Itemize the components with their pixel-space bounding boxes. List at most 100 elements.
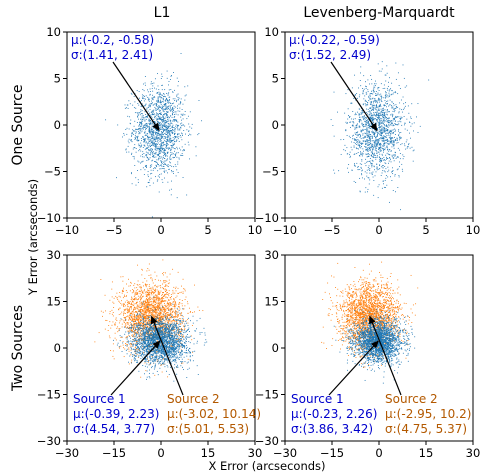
- data-point: [177, 308, 179, 310]
- data-point: [159, 313, 161, 315]
- data-point: [146, 311, 148, 312]
- data-point: [406, 139, 408, 141]
- data-point: [105, 119, 107, 121]
- data-point: [164, 104, 166, 106]
- data-point: [155, 167, 157, 169]
- data-point: [148, 263, 150, 265]
- data-point: [385, 132, 387, 134]
- data-point: [143, 117, 145, 119]
- data-point: [371, 153, 373, 155]
- data-point: [166, 151, 168, 153]
- data-point: [393, 160, 395, 162]
- data-point: [409, 122, 411, 123]
- data-point: [156, 334, 158, 336]
- data-point: [163, 326, 165, 328]
- data-point: [161, 301, 163, 303]
- data-point: [353, 122, 355, 124]
- data-point: [144, 145, 146, 147]
- data-point: [140, 304, 142, 306]
- data-point: [165, 108, 167, 110]
- data-point: [166, 305, 168, 307]
- data-point: [131, 141, 133, 143]
- data-point: [157, 96, 159, 98]
- data-point: [390, 141, 392, 143]
- data-point: [367, 79, 369, 81]
- data-point: [151, 140, 153, 142]
- data-point: [125, 323, 127, 325]
- data-point: [391, 141, 392, 142]
- data-point: [131, 301, 133, 302]
- data-point: [164, 300, 166, 302]
- data-point: [126, 151, 128, 153]
- data-point: [366, 135, 368, 137]
- data-point: [174, 136, 176, 138]
- data-point: [130, 318, 132, 320]
- data-point: [364, 118, 366, 119]
- data-point: [131, 359, 133, 361]
- data-point: [175, 312, 177, 314]
- data-point: [382, 180, 384, 182]
- data-point: [151, 129, 153, 131]
- data-point: [364, 120, 366, 122]
- data-point: [167, 138, 169, 140]
- data-point: [368, 126, 370, 128]
- data-point: [372, 108, 374, 110]
- data-point: [179, 103, 181, 105]
- data-point: [166, 153, 168, 155]
- data-point: [384, 149, 386, 151]
- data-point: [137, 299, 138, 301]
- data-point: [131, 134, 133, 136]
- data-point: [367, 121, 369, 123]
- data-point: [165, 127, 167, 129]
- data-point: [353, 145, 355, 147]
- data-point: [386, 101, 388, 102]
- data-point: [167, 172, 168, 174]
- data-point: [158, 351, 159, 352]
- data-point: [141, 268, 143, 270]
- data-point: [123, 356, 125, 358]
- data-point: [149, 315, 151, 317]
- data-point: [370, 93, 372, 95]
- data-point: [156, 180, 158, 182]
- data-point: [168, 148, 170, 150]
- data-point: [375, 80, 376, 82]
- data-point: [161, 317, 163, 319]
- data-point: [148, 137, 150, 139]
- data-point: [381, 135, 382, 137]
- data-point: [395, 152, 397, 154]
- data-point: [179, 331, 181, 333]
- data-point: [148, 142, 150, 144]
- data-point: [125, 129, 127, 130]
- data-point: [172, 106, 173, 108]
- data-point: [379, 105, 381, 107]
- data-point: [391, 155, 393, 157]
- data-point: [141, 113, 143, 115]
- data-point: [362, 133, 364, 135]
- data-point: [360, 135, 362, 137]
- data-point: [165, 146, 167, 148]
- data-point: [158, 303, 160, 305]
- data-point: [152, 137, 154, 139]
- data-point: [151, 83, 153, 84]
- data-point: [142, 136, 144, 138]
- data-point: [139, 316, 141, 317]
- data-point: [120, 345, 122, 347]
- data-point: [385, 140, 387, 142]
- data-point: [410, 116, 412, 118]
- data-point: [368, 125, 370, 127]
- data-point: [155, 351, 157, 353]
- data-point: [159, 125, 161, 127]
- data-point: [382, 170, 384, 172]
- data-point: [365, 149, 367, 151]
- data-point: [169, 308, 171, 310]
- data-point: [165, 144, 167, 146]
- data-point: [160, 302, 162, 304]
- data-point: [149, 140, 151, 142]
- data-point: [166, 132, 168, 134]
- data-point: [174, 313, 176, 315]
- data-point: [175, 290, 177, 292]
- data-point: [140, 155, 142, 157]
- data-point: [162, 100, 164, 102]
- data-point: [151, 111, 153, 113]
- data-point: [392, 103, 394, 104]
